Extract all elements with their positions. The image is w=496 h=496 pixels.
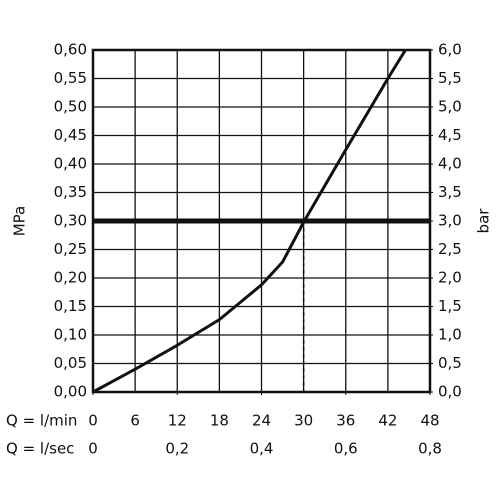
y2-tick-label: 5,5 <box>438 69 462 87</box>
y-tick-label: 0,50 <box>54 98 87 116</box>
y-tick-label: 0,60 <box>54 41 87 59</box>
y2-tick-label: 0,5 <box>438 354 462 372</box>
y-tick-label: 0,05 <box>54 354 87 372</box>
y2-tick-label: 2,5 <box>438 240 462 258</box>
y-tick-label: 0,30 <box>54 212 87 230</box>
x2-tick-label: 0,2 <box>165 440 189 458</box>
y2-tick-label: 1,0 <box>438 326 462 344</box>
y-tick-label: 0,15 <box>54 297 87 315</box>
y2-axis-label: bar <box>475 208 493 234</box>
x-tick-label: 36 <box>336 412 355 430</box>
x-tick-label: 0 <box>88 412 98 430</box>
y-tick-label: 0,20 <box>54 269 87 287</box>
x2-tick-label: 0,4 <box>250 440 274 458</box>
y-tick-label: 0,10 <box>54 326 87 344</box>
x-tick-label: 6 <box>130 412 140 430</box>
curve <box>92 49 407 394</box>
y2-tick-label: 5,0 <box>438 98 462 116</box>
y-axis-label: MPa <box>11 206 29 237</box>
x-tick-label: 18 <box>210 412 229 430</box>
y-tick-label: 0,40 <box>54 155 87 173</box>
y-tick-label: 0,35 <box>54 183 87 201</box>
y2-tick-label: 0,0 <box>438 383 462 401</box>
x2-axis-label: Q = l/sec <box>6 440 74 458</box>
x-tick-label: 42 <box>378 412 397 430</box>
y2-tick-label: 4,5 <box>438 126 462 144</box>
x2-tick-label: 0,6 <box>334 440 358 458</box>
y2-tick-label: 2,0 <box>438 269 462 287</box>
y2-tick-label: 4,0 <box>438 155 462 173</box>
y-tick-label: 0,45 <box>54 126 87 144</box>
x2-tick-label: 0,8 <box>418 440 442 458</box>
x2-tick-label: 0 <box>88 440 98 458</box>
y-tick-label: 0,00 <box>54 383 87 401</box>
y2-tick-label: 1,5 <box>438 297 462 315</box>
y-tick-label: 0,55 <box>54 69 87 87</box>
x-tick-label: 12 <box>168 412 187 430</box>
x-tick-label: 48 <box>420 412 439 430</box>
x-tick-label: 30 <box>294 412 313 430</box>
y2-tick-label: 3,5 <box>438 183 462 201</box>
x-tick-label: 24 <box>252 412 271 430</box>
y2-tick-label: 6,0 <box>438 41 462 59</box>
y-tick-label: 0,25 <box>54 240 87 258</box>
y2-tick-label: 3,0 <box>438 212 462 230</box>
x-axis-label: Q = l/min <box>6 412 77 430</box>
